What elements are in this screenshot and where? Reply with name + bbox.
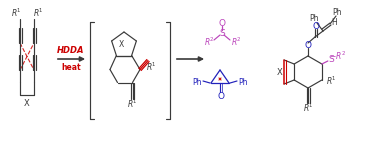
Text: O: O [217, 91, 225, 101]
Text: $R^1$: $R^1$ [11, 7, 22, 19]
Text: $R^1$: $R^1$ [302, 102, 313, 114]
Text: X: X [24, 98, 30, 107]
Text: $R^1$: $R^1$ [327, 75, 337, 87]
Text: Ph: Ph [332, 7, 342, 16]
Text: O: O [218, 19, 226, 27]
Text: HDDA: HDDA [57, 46, 85, 55]
Text: $R^1$: $R^1$ [146, 60, 156, 73]
Text: Ph: Ph [192, 77, 202, 86]
Text: X: X [276, 67, 282, 76]
Text: H: H [331, 17, 337, 26]
Text: O: O [313, 21, 319, 30]
Text: O: O [305, 41, 311, 50]
Text: $R^2$: $R^2$ [231, 36, 242, 48]
Text: $R^1$: $R^1$ [33, 7, 43, 19]
Text: S: S [328, 55, 334, 64]
Text: X: X [118, 40, 124, 49]
Text: $-R^2$: $-R^2$ [329, 50, 347, 62]
Text: heat: heat [61, 62, 81, 71]
Text: $R^2$: $R^2$ [204, 36, 214, 48]
Text: Ph: Ph [238, 77, 248, 86]
Text: $R^1$: $R^1$ [127, 97, 138, 110]
Text: S: S [219, 29, 225, 37]
Text: Ph: Ph [309, 14, 319, 22]
